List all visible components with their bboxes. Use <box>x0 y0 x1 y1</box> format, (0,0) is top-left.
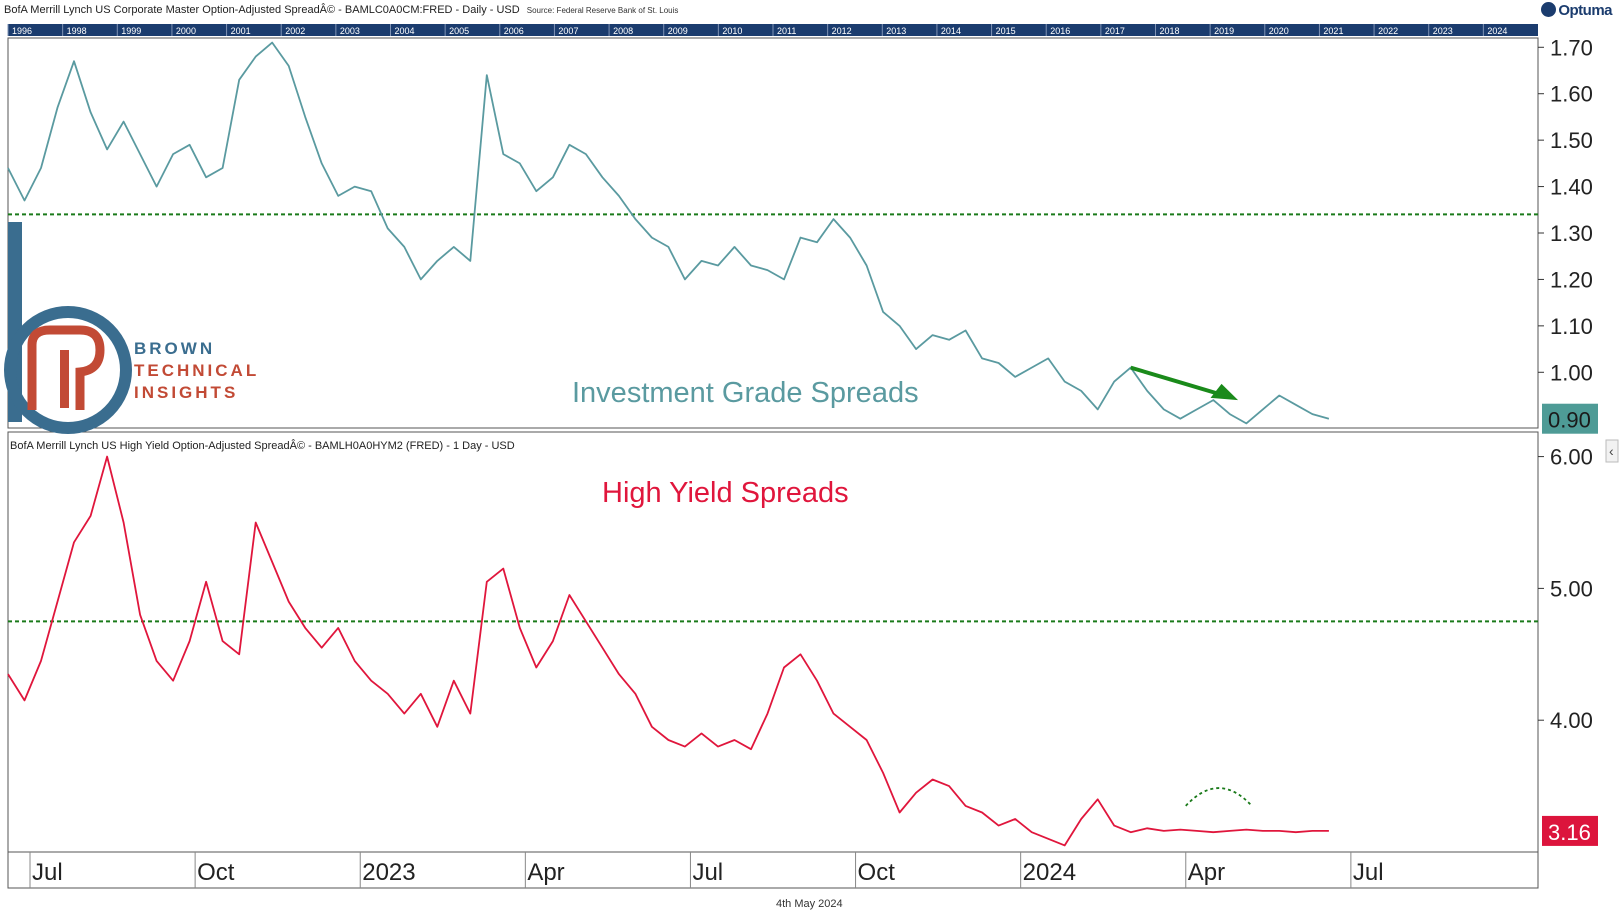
trend-arrow-head <box>1210 383 1239 401</box>
logo-mark <box>27 325 105 410</box>
optuma-brand: Optuma <box>1541 2 1612 19</box>
overview-year-label: 2001 <box>231 26 251 36</box>
overview-year-label: 2017 <box>1105 26 1125 36</box>
overview-year-label: 2019 <box>1214 26 1234 36</box>
logo-group: BROWN TECHNICAL INSIGHTS <box>4 222 259 434</box>
overview-year-label: 2010 <box>722 26 742 36</box>
overview-year-label: 2016 <box>1050 26 1070 36</box>
hy-ytick-label: 4.00 <box>1550 708 1593 733</box>
top-series-title-text: BofA Merrill Lynch US Corporate Master O… <box>4 4 520 16</box>
ig-ytick-label: 1.30 <box>1550 221 1593 246</box>
x-tick-label: Jul <box>692 859 723 886</box>
x-tick-label: Apr <box>1188 859 1225 886</box>
overview-year-label: 2006 <box>504 26 524 36</box>
x-axis-frame <box>7 851 1539 889</box>
x-tick-label: Oct <box>197 859 235 886</box>
overview-year-label: 2009 <box>668 26 688 36</box>
source-note: Source: Federal Reserve Bank of St. Loui… <box>526 6 679 15</box>
brand-name: Optuma <box>1558 2 1612 19</box>
collapse-chevron-icon: ‹ <box>1609 443 1614 459</box>
top-series-title: BofA Merrill Lynch US Corporate Master O… <box>4 4 678 16</box>
overview-year-label: 2014 <box>941 26 961 36</box>
logo-line-3: INSIGHTS <box>134 383 238 402</box>
ig-last-value-badge <box>1542 403 1598 434</box>
collapse-handle <box>1605 439 1619 463</box>
x-tick-label: Apr <box>527 859 564 886</box>
overview-year-label: 2021 <box>1323 26 1343 36</box>
footer-date: 4th May 2024 <box>776 898 843 910</box>
logo-stem <box>60 350 69 408</box>
x-tick-label: 2023 <box>362 859 415 886</box>
hy-title: High Yield Spreads <box>602 477 849 509</box>
ig-ytick-label: 1.60 <box>1550 82 1593 107</box>
ig-ytick-label: 1.40 <box>1550 175 1593 200</box>
overview-year-label: 2002 <box>285 26 305 36</box>
overview-year-label: 1996 <box>12 26 32 36</box>
trend-arrow-line <box>1130 365 1225 398</box>
ig-series-line <box>7 41 1330 425</box>
hy-arc-annotation <box>1185 787 1253 807</box>
overview-year-label: 2018 <box>1160 26 1180 36</box>
bottom-series-title: BofA Merrill Lynch US High Yield Option-… <box>10 440 515 452</box>
hy-ytick-label: 6.00 <box>1550 445 1593 470</box>
overview-year-label: 2020 <box>1269 26 1289 36</box>
ig-ytick-label: 1.20 <box>1550 267 1593 292</box>
hy-series-line <box>7 455 1329 847</box>
logo-line-1: BROWN <box>134 339 215 358</box>
optuma-logo-icon <box>1541 2 1557 17</box>
ig-ytick-label: 1.50 <box>1550 128 1593 153</box>
x-tick-label: Jul <box>32 859 63 886</box>
overview-year-label: 2004 <box>395 26 415 36</box>
x-tick-label: Jul <box>1353 859 1384 886</box>
ig-last-value-label: 0.90 <box>1548 408 1591 433</box>
overview-year-label: 1999 <box>121 26 141 36</box>
ig-title: Investment Grade Spreads <box>572 377 919 409</box>
overview-year-label: 2000 <box>176 26 196 36</box>
hy-last-value-label: 3.16 <box>1548 820 1591 845</box>
overview-year-label: 2013 <box>886 26 906 36</box>
overview-year-label: 2011 <box>777 26 796 36</box>
logo-ring <box>4 306 132 434</box>
x-tick-label: 2024 <box>1023 859 1076 886</box>
overview-year-label: 2003 <box>340 26 360 36</box>
overview-year-label: 2023 <box>1433 26 1453 36</box>
logo-line-2: TECHNICAL <box>134 361 259 380</box>
overview-year-label: 2024 <box>1487 26 1507 36</box>
hy-ytick-label: 5.00 <box>1550 576 1593 601</box>
overview-year-label: 2022 <box>1378 26 1398 36</box>
hy-last-value-badge <box>1542 815 1598 846</box>
x-tick-label: Oct <box>858 859 896 886</box>
overview-year-label: 2008 <box>613 26 633 36</box>
overview-year-label: 1998 <box>67 26 87 36</box>
overview-year-label: 2012 <box>832 26 852 36</box>
ig-ytick-label: 1.00 <box>1550 360 1593 385</box>
overview-year-label: 2015 <box>996 26 1016 36</box>
overview-year-label: 2007 <box>558 26 578 36</box>
ig-ytick-label: 1.70 <box>1550 35 1593 60</box>
ig-ytick-label: 1.10 <box>1550 314 1593 339</box>
overview-year-label: 2005 <box>449 26 469 36</box>
